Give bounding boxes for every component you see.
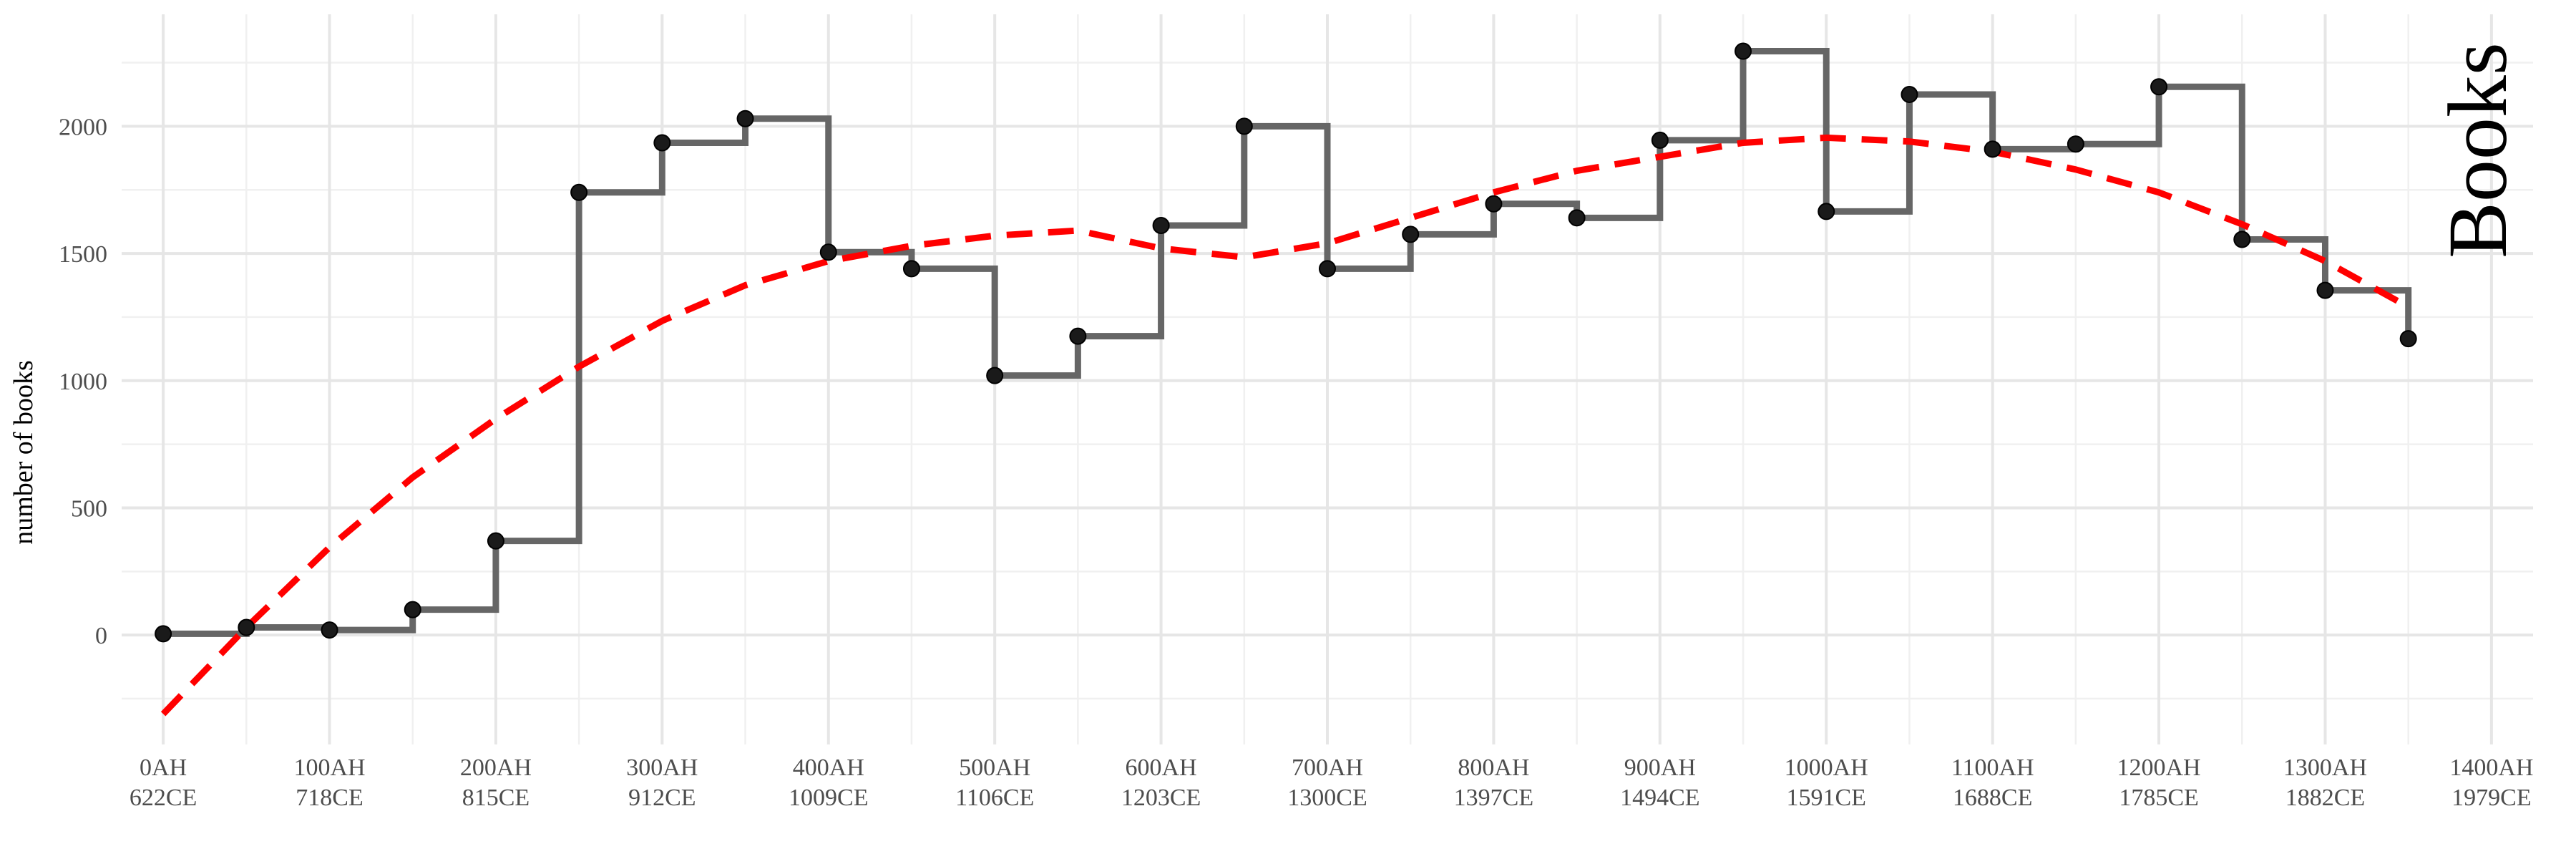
- data-point: [1651, 131, 1669, 149]
- y-tick-label: 500: [71, 495, 107, 522]
- x-tick-label: 815CE: [462, 785, 530, 811]
- x-tick-label: 1000AH: [1785, 754, 1868, 781]
- data-point: [819, 243, 837, 261]
- x-tick-label: 900AH: [1624, 754, 1696, 781]
- x-tick-label: 1785CE: [2119, 785, 2198, 811]
- x-tick-label: 1882CE: [2285, 785, 2365, 811]
- data-point: [2067, 135, 2084, 153]
- x-tick-label: 1300CE: [1287, 785, 1367, 811]
- y-tick-label: 0: [95, 623, 107, 649]
- data-point: [902, 260, 920, 278]
- y-tick-label: 1000: [59, 369, 107, 395]
- data-point: [1568, 209, 1586, 227]
- data-point: [1901, 85, 1918, 103]
- x-tick-label: 300AH: [626, 754, 698, 781]
- x-tick-label: 912CE: [628, 785, 696, 811]
- y-tick-label: 2000: [59, 114, 107, 140]
- x-tick-label: 1591CE: [1787, 785, 1866, 811]
- x-tick-label: 1397CE: [1454, 785, 1533, 811]
- data-point: [1818, 203, 1835, 220]
- x-tick-label: 1100AH: [1951, 754, 2034, 781]
- data-point: [1319, 260, 1336, 278]
- x-tick-label: 100AH: [293, 754, 365, 781]
- x-tick-label: 200AH: [460, 754, 532, 781]
- x-tick-label: 1400AH: [2449, 754, 2533, 781]
- y-axis-title: number of books: [9, 360, 39, 545]
- x-axis-ticks: 0AH 622CE 100AH 718CE 200AH 815CE 300AH 912CE 40…: [130, 754, 2534, 811]
- x-tick-label: 800AH: [1458, 754, 1529, 781]
- x-tick-label: 600AH: [1126, 754, 1197, 781]
- x-tick-label: 1009CE: [789, 785, 868, 811]
- data-point: [570, 183, 588, 201]
- x-tick-label: 1494CE: [1620, 785, 1699, 811]
- data-point: [2316, 281, 2334, 299]
- data-point: [1069, 327, 1087, 345]
- chart-title: Books: [2431, 42, 2524, 258]
- data-point: [736, 110, 754, 127]
- data-point: [404, 601, 421, 618]
- y-tick-label: 1500: [59, 241, 107, 268]
- data-point: [155, 625, 172, 643]
- x-tick-label: 1106CE: [955, 785, 1034, 811]
- x-tick-label: 1203CE: [1121, 785, 1201, 811]
- data-point: [986, 367, 1004, 384]
- data-point: [238, 618, 255, 636]
- data-point: [653, 134, 671, 152]
- x-tick-label: 1300AH: [2283, 754, 2367, 781]
- data-points: [155, 42, 2417, 643]
- data-point: [1735, 42, 1752, 60]
- data-point: [1402, 225, 1420, 243]
- data-point: [1485, 195, 1503, 213]
- data-point: [1984, 140, 2001, 158]
- x-tick-label: 700AH: [1292, 754, 1363, 781]
- trend-line: [160, 134, 2410, 717]
- trend-series: [160, 134, 2410, 717]
- x-tick-label: 500AH: [959, 754, 1030, 781]
- data-point: [2399, 330, 2417, 348]
- data-point: [1152, 216, 1170, 234]
- x-tick-label: 0AH: [140, 754, 187, 781]
- data-point: [2150, 78, 2168, 96]
- x-tick-label: 400AH: [793, 754, 864, 781]
- data-point: [1235, 117, 1253, 135]
- data-point: [321, 621, 338, 639]
- data-point: [2233, 230, 2251, 248]
- y-axis-ticks: 0 500 1000 1500 2000: [59, 114, 107, 649]
- x-tick-label: 622CE: [130, 785, 197, 811]
- data-point: [487, 532, 504, 550]
- x-tick-label: 1200AH: [2117, 754, 2201, 781]
- x-tick-label: 1688CE: [1953, 785, 2032, 811]
- x-tick-label: 1979CE: [2451, 785, 2531, 811]
- x-tick-label: 718CE: [296, 785, 363, 811]
